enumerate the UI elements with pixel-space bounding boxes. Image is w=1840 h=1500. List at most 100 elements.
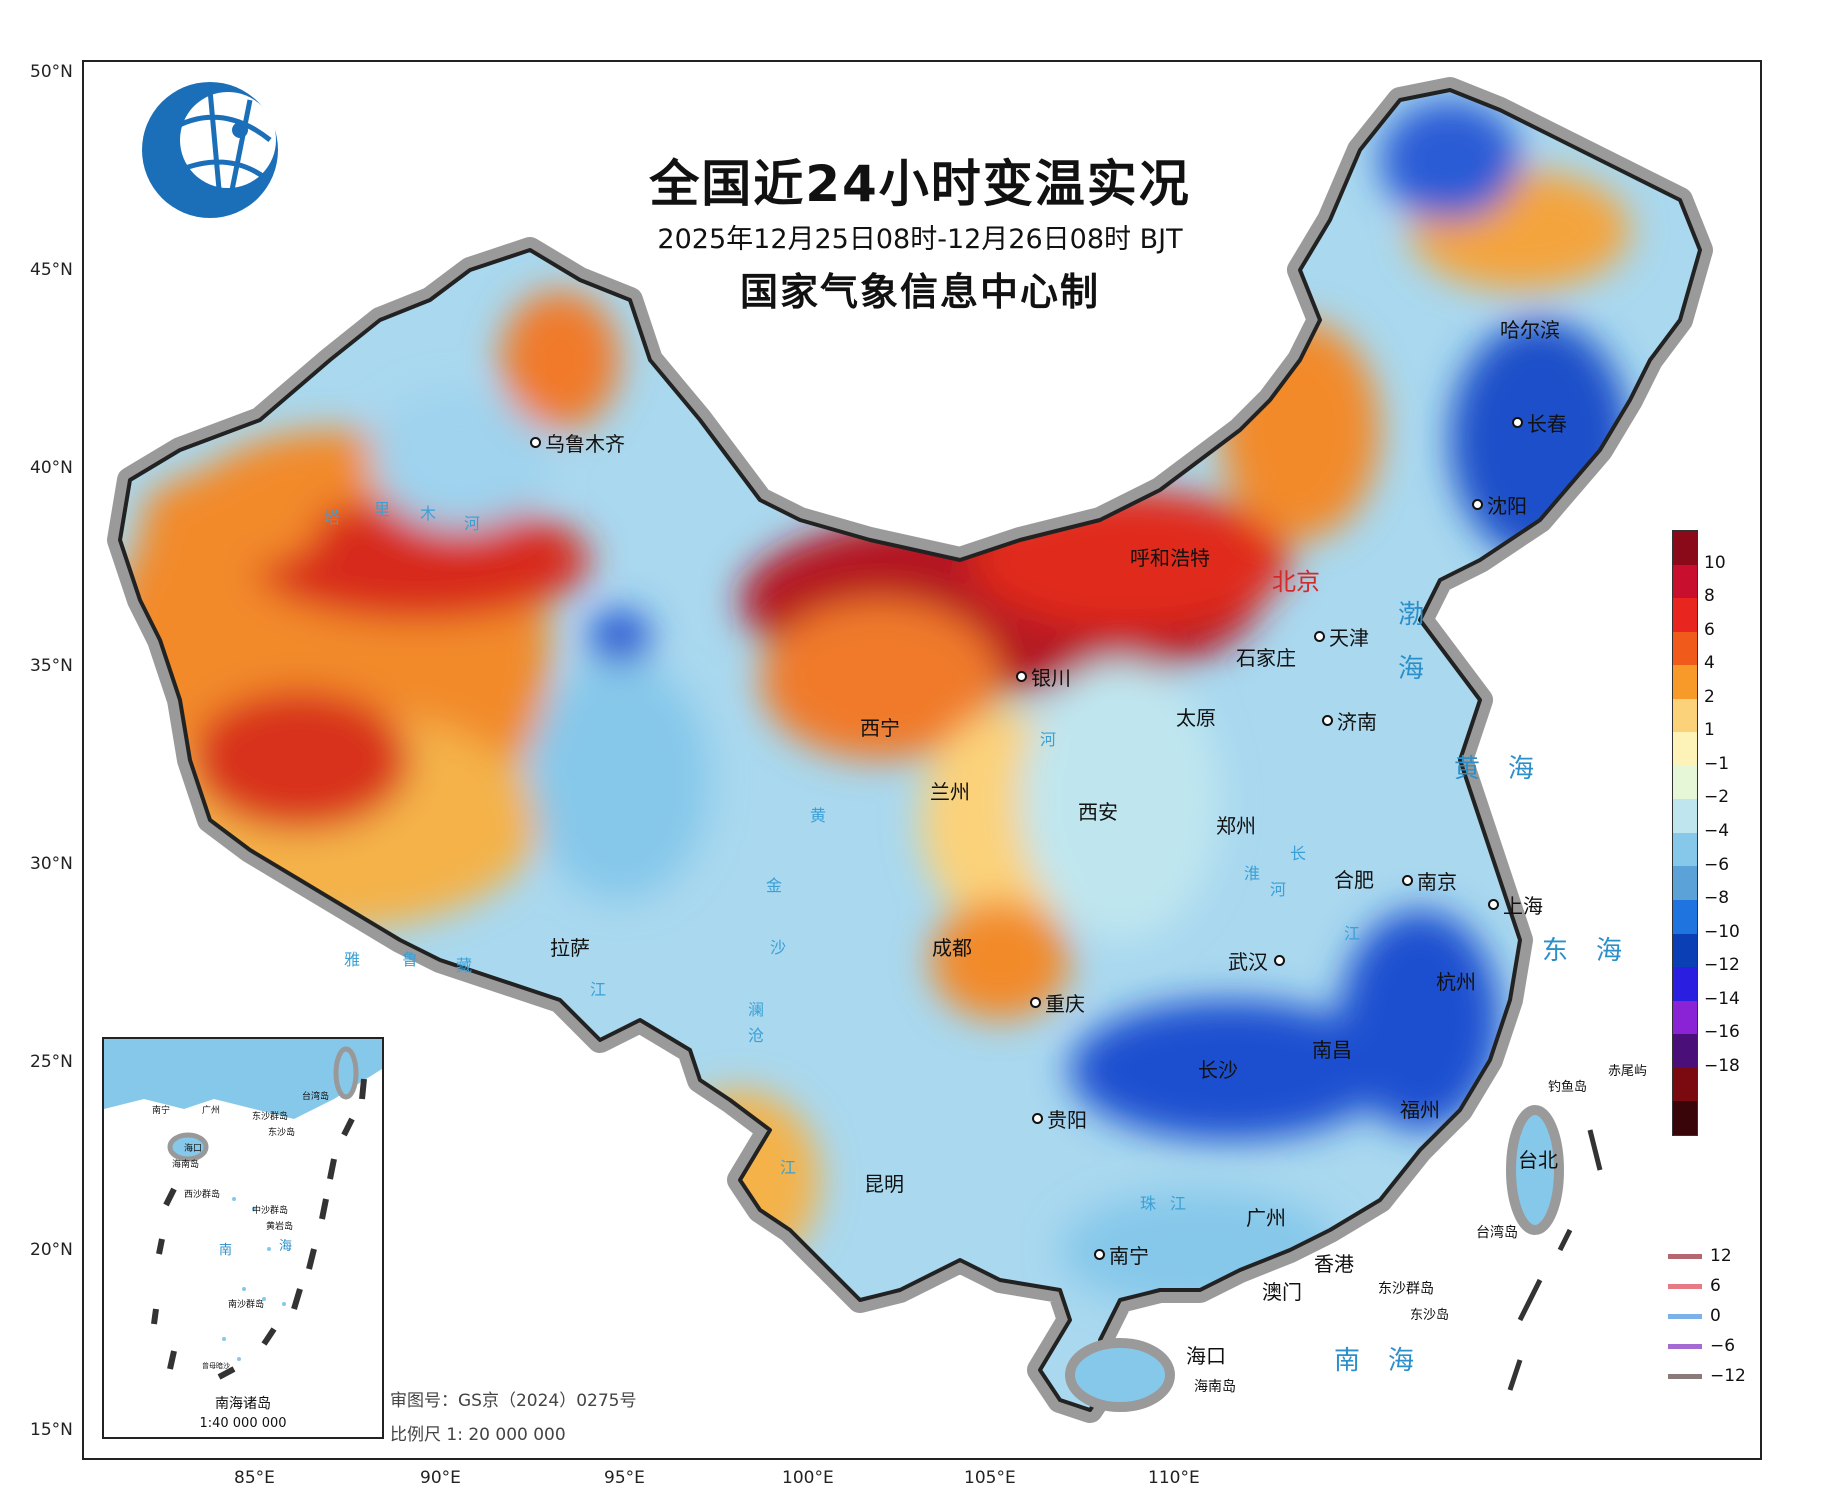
- city-label: 南宁: [1094, 1240, 1149, 1269]
- lat-label: 45°N: [30, 260, 73, 280]
- legend-value: 2: [1704, 686, 1715, 707]
- legend-color-step: [1673, 799, 1697, 833]
- legend-value: −2: [1704, 787, 1730, 808]
- river-label: 鲁: [402, 950, 419, 969]
- lon-label: 90°E: [420, 1468, 461, 1488]
- inset-label: 中沙群岛: [252, 1206, 289, 1216]
- river-label: 江: [1170, 1194, 1187, 1213]
- city-label: 西安: [1078, 800, 1118, 824]
- river-label: 沙: [770, 938, 787, 957]
- legend-color-step: [1673, 665, 1697, 699]
- city-label: 南昌: [1312, 1038, 1352, 1062]
- city-label: 台北: [1518, 1148, 1558, 1172]
- legend-value: 4: [1704, 653, 1715, 674]
- inset-label: 黄岩岛: [266, 1222, 294, 1232]
- legend-value: −1: [1704, 753, 1730, 774]
- sea-label: 渤: [1398, 600, 1453, 630]
- legend-value: −16: [1704, 1022, 1740, 1043]
- inset-label: 南沙群岛: [228, 1300, 265, 1310]
- inset-label: 曾母暗沙: [202, 1362, 230, 1370]
- inset-label: 海: [279, 1239, 293, 1254]
- city-label: 哈尔滨: [1500, 318, 1560, 342]
- city-label: 昆明: [864, 1172, 904, 1196]
- city-label: 太原: [1176, 706, 1216, 730]
- lon-label: 105°E: [964, 1468, 1016, 1488]
- city-label: 南京: [1402, 866, 1457, 895]
- city-label: 长春: [1512, 408, 1567, 437]
- line-legend-item: −6: [1668, 1336, 1735, 1356]
- lon-label: 110°E: [1148, 1468, 1200, 1488]
- river-label: 沧: [748, 1026, 765, 1045]
- river-label: 塔: [324, 508, 341, 527]
- river-label: 河: [464, 514, 481, 533]
- city-label: 杭州: [1436, 970, 1476, 994]
- inset-label: 台湾岛: [302, 1092, 330, 1102]
- city-label: 武汉: [1228, 946, 1289, 975]
- city-label: 拉萨: [550, 936, 590, 960]
- city-label: 石家庄: [1236, 646, 1296, 670]
- map-subtitle: 2025年12月25日08时-12月26日08时 BJT: [657, 224, 1183, 255]
- river-label: 河: [1040, 730, 1057, 749]
- legend-color-step: [1673, 933, 1697, 968]
- legend-value: −6: [1704, 854, 1730, 875]
- city-label: 西宁: [860, 716, 900, 740]
- legend-color-step: [1673, 1067, 1697, 1102]
- map-producer: 国家气象信息中心制: [739, 270, 1100, 314]
- river-label: 木: [420, 504, 437, 523]
- title-block: 全国近24小时变温实况 2025年12月25日08时-12月26日08时 BJT…: [560, 150, 1280, 322]
- legend-value: −8: [1704, 888, 1730, 909]
- city-label-capital: 北京: [1272, 568, 1320, 596]
- sea-label: 海: [1398, 654, 1453, 684]
- river-label: 河: [1270, 880, 1287, 899]
- line-swatch: [1668, 1373, 1702, 1379]
- river-label: 江: [1344, 924, 1361, 943]
- city-label: 长沙: [1198, 1058, 1238, 1082]
- legend-color-step: [1673, 866, 1697, 901]
- lon-label: 100°E: [782, 1468, 834, 1488]
- lat-label: 30°N: [30, 854, 73, 874]
- lat-label: 40°N: [30, 458, 73, 478]
- city-label: 呼和浩特: [1130, 546, 1210, 570]
- lat-label: 20°N: [30, 1240, 73, 1260]
- place-label: 东沙群岛: [1378, 1281, 1434, 1297]
- city-label: 成都: [932, 936, 972, 960]
- legend-color-step: [1673, 698, 1697, 733]
- city-label: 天津: [1314, 622, 1369, 651]
- south-china-sea-inset: 南宁 广州 台湾岛 海口 海南岛 东沙群岛 东沙岛 西沙群岛 中沙群岛 黄岩岛 …: [102, 1037, 384, 1439]
- river-label: 长: [1290, 844, 1307, 863]
- lat-label: 50°N: [30, 62, 73, 82]
- lat-label: 25°N: [30, 1052, 73, 1072]
- city-label: 济南: [1322, 706, 1377, 735]
- legend-color-step: [1673, 1034, 1697, 1068]
- inset-label: 海口: [184, 1144, 203, 1154]
- line-legend-item: 12: [1668, 1246, 1732, 1266]
- legend-value: 10: [1704, 552, 1726, 573]
- inset-title: 南海诸岛: [215, 1396, 271, 1412]
- place-label: 钓鱼岛: [1548, 1080, 1588, 1095]
- city-label: 广州: [1246, 1206, 1286, 1230]
- legend-value: 1: [1704, 720, 1715, 741]
- city-label: 香港: [1314, 1252, 1354, 1276]
- lon-label: 85°E: [234, 1468, 275, 1488]
- temperature-color-legend: [1672, 530, 1698, 1136]
- legend-color-step: [1673, 1000, 1697, 1035]
- river-label: 江: [780, 1158, 797, 1177]
- inset-label: 南宁: [152, 1106, 171, 1116]
- line-swatch: [1668, 1343, 1702, 1349]
- place-label: 东沙岛: [1410, 1308, 1450, 1323]
- line-legend-item: −12: [1668, 1366, 1746, 1386]
- sea-label: 东海: [1542, 936, 1651, 966]
- river-label: 江: [590, 980, 607, 999]
- city-label: 重庆: [1030, 988, 1085, 1017]
- legend-color-step: [1673, 765, 1697, 800]
- legend-color-step: [1673, 900, 1697, 934]
- inset-label: 广州: [202, 1106, 221, 1116]
- legend-color-step: [1673, 531, 1697, 565]
- inset-label: 海南岛: [172, 1160, 200, 1170]
- river-label: 澜: [748, 1000, 765, 1019]
- lat-label: 35°N: [30, 656, 73, 676]
- map-scale: 比例尺 1: 20 000 000: [390, 1425, 566, 1445]
- inset-scale: 1:40 000 000: [199, 1416, 287, 1431]
- legend-value: −4: [1704, 821, 1730, 841]
- city-label: 上海: [1488, 890, 1543, 919]
